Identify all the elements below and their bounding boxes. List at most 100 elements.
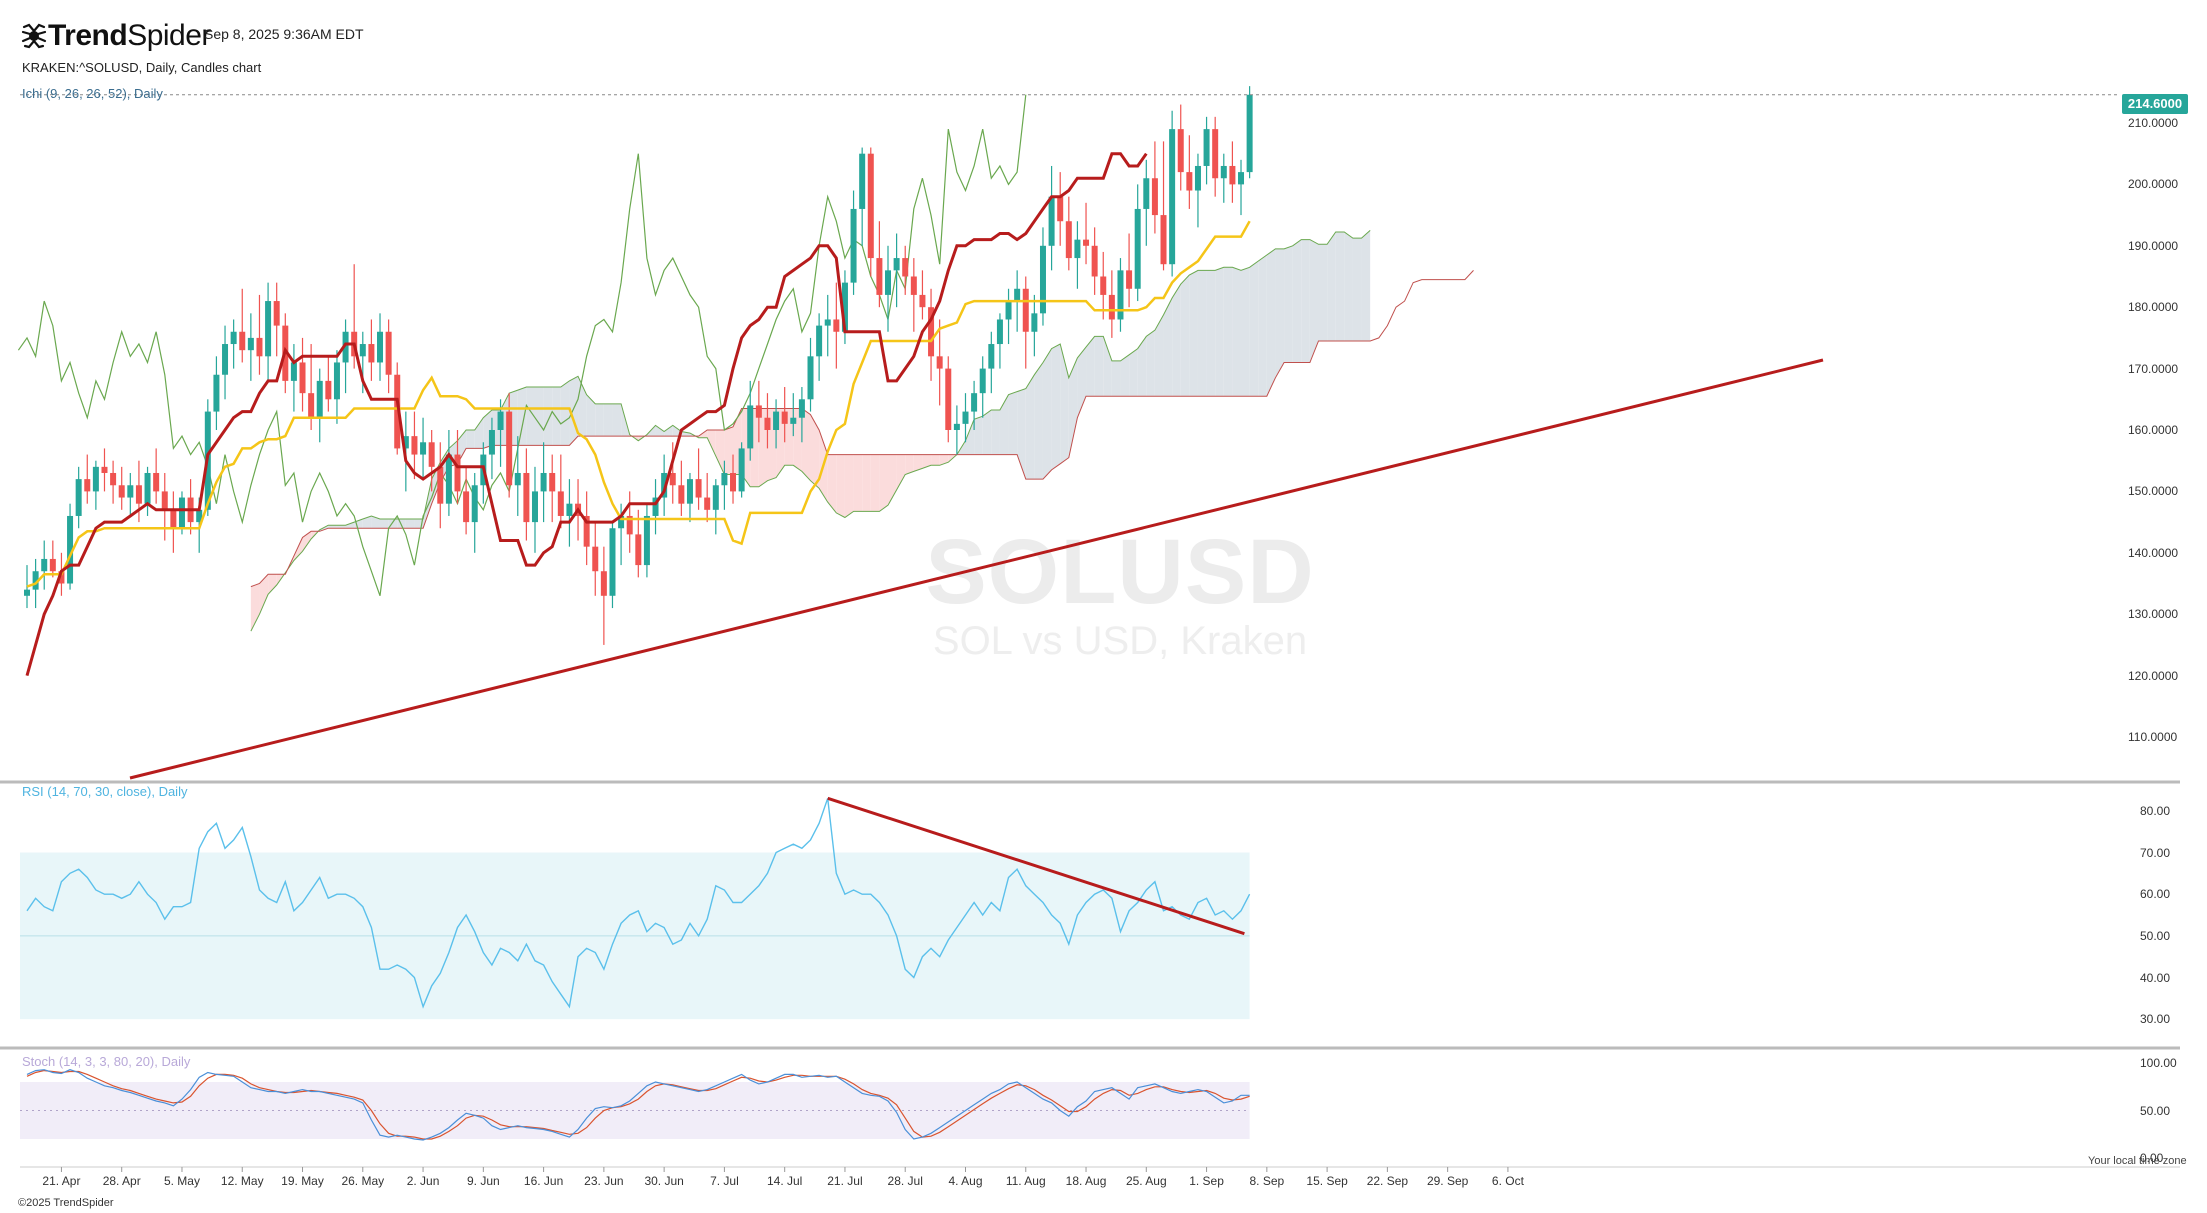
time-axis-label: 4. Aug: [948, 1174, 983, 1188]
candle-down: [557, 491, 564, 516]
candle-down: [170, 509, 177, 529]
ichimoku-cloud-segment: [862, 454, 871, 512]
chikou-span-line: [17, 94, 1027, 596]
candle-up: [979, 368, 986, 394]
price-axis-label: 150.0000: [2128, 484, 2179, 499]
ichimoku-cloud-segment: [1232, 267, 1242, 397]
candle-down: [428, 442, 435, 467]
price-axis-label: 190.0000: [2128, 238, 2179, 253]
candle-down: [454, 454, 461, 492]
candle-down: [411, 436, 418, 455]
ichimoku-cloud-segment: [345, 522, 355, 529]
stoch-indicator-label[interactable]: Stoch (14, 3, 3, 80, 20), Daily: [22, 1054, 191, 1069]
price-axis-label: 200.0000: [2128, 177, 2179, 192]
ichimoku-cloud-segment: [896, 454, 906, 490]
ichimoku-cloud-segment: [517, 387, 527, 446]
ichimoku-indicator-label[interactable]: Ichi (9, 26, 26, 52), Daily: [22, 86, 163, 101]
candle-up: [859, 153, 866, 209]
candle-down: [394, 374, 401, 449]
candle-up: [1014, 288, 1021, 302]
ichimoku-cloud-segment: [1249, 261, 1259, 397]
candle-up: [773, 411, 780, 430]
candle-up: [988, 344, 995, 369]
ichimoku-cloud-segment: [1172, 284, 1181, 397]
ichimoku-cloud-segment: [1266, 248, 1276, 397]
time-axis-label: 21. Jul: [827, 1174, 863, 1188]
candle-up: [643, 515, 650, 566]
candle-up: [1143, 178, 1150, 209]
ichimoku-cloud-segment: [1292, 239, 1302, 363]
ichimoku-cloud-segment: [844, 454, 854, 518]
candle-down: [1126, 270, 1133, 289]
ichimoku-cloud-segment: [836, 454, 845, 518]
candle-up: [178, 497, 185, 529]
ichimoku-cloud-segment: [1215, 267, 1224, 397]
ichimoku-cloud-segment: [922, 454, 932, 469]
ichimoku-cloud-segment: [913, 454, 923, 472]
candle-down: [325, 380, 332, 400]
candle-up: [1246, 94, 1253, 173]
ichimoku-cloud-segment: [1309, 239, 1319, 363]
ichimoku-cloud-segment: [1068, 357, 1078, 458]
ichimoku-cloud-segment: [534, 387, 544, 446]
ichimoku-cloud-segment: [1025, 374, 1035, 480]
ichimoku-cloud-segment: [1060, 344, 1069, 464]
time-axis-label: 29. Sep: [1426, 1174, 1469, 1188]
candle-down: [1057, 196, 1064, 222]
time-axis-label: 19. May: [281, 1174, 324, 1188]
ichimoku-cloud-segment: [905, 454, 914, 475]
ichimoku-cloud-segment: [793, 408, 802, 472]
ichimoku-cloud-segment: [362, 515, 372, 529]
ichimoku-cloud-segment: [259, 574, 269, 615]
stoch-axis-label: 50.00: [2140, 1103, 2171, 1118]
ichimoku-cloud-segment: [466, 430, 475, 449]
time-axis-label: 28. Jul: [887, 1174, 923, 1188]
candle-up: [893, 258, 900, 271]
candle-down: [600, 571, 607, 596]
ichimoku-cloud-segment: [1111, 360, 1121, 397]
candle-down: [764, 417, 771, 430]
candle-down: [549, 472, 556, 492]
candle-up: [222, 344, 229, 375]
ichimoku-cloud-segment: [336, 525, 346, 529]
candle-down: [101, 466, 108, 473]
candle-up: [747, 405, 754, 449]
candle-up: [265, 301, 272, 357]
candle-up: [798, 399, 805, 418]
candle-down: [463, 491, 470, 523]
rsi-indicator-label[interactable]: RSI (14, 70, 30, close), Daily: [22, 784, 188, 799]
candle-down: [1083, 239, 1090, 246]
kijun-sen-line: [26, 220, 1251, 588]
candle-up: [885, 270, 891, 295]
candle-down: [945, 368, 952, 430]
candle-up: [377, 331, 384, 363]
candle-up: [247, 337, 254, 351]
ichimoku-cloud-segment: [724, 426, 734, 475]
candle-up: [816, 325, 823, 357]
local-timezone-label[interactable]: Your local time zone: [2088, 1155, 2187, 1167]
candle-up: [721, 472, 728, 486]
candle-up: [807, 356, 814, 400]
candle-down: [936, 356, 943, 369]
ichimoku-cloud-segment: [1275, 248, 1285, 378]
ichimoku-cloud-segment: [999, 394, 1009, 455]
candle-up: [1039, 245, 1046, 314]
ichimoku-cloud-segment: [1352, 238, 1362, 341]
ichimoku-cloud-segment: [1051, 344, 1061, 470]
ichimoku-cloud-segment: [1154, 314, 1164, 397]
candle-up: [144, 472, 151, 504]
trendspider-logo[interactable]: TrendSpider: [20, 16, 211, 56]
time-axis-label: 15. Sep: [1306, 1174, 1348, 1188]
ichimoku-cloud-segment: [1284, 245, 1293, 363]
time-axis-label: 26. May: [341, 1174, 385, 1188]
candle-down: [239, 331, 246, 351]
price-axis-label: 110.0000: [2128, 730, 2178, 745]
ichimoku-cloud-segment: [1034, 362, 1043, 480]
time-axis-label: 1. Sep: [1189, 1174, 1224, 1188]
ichimoku-cloud-segment: [1008, 391, 1018, 455]
time-axis-label: 30. Jun: [644, 1174, 684, 1188]
candle-down: [1091, 245, 1098, 277]
candle-up: [971, 393, 978, 412]
stoch-d-line: [26, 1069, 1250, 1140]
